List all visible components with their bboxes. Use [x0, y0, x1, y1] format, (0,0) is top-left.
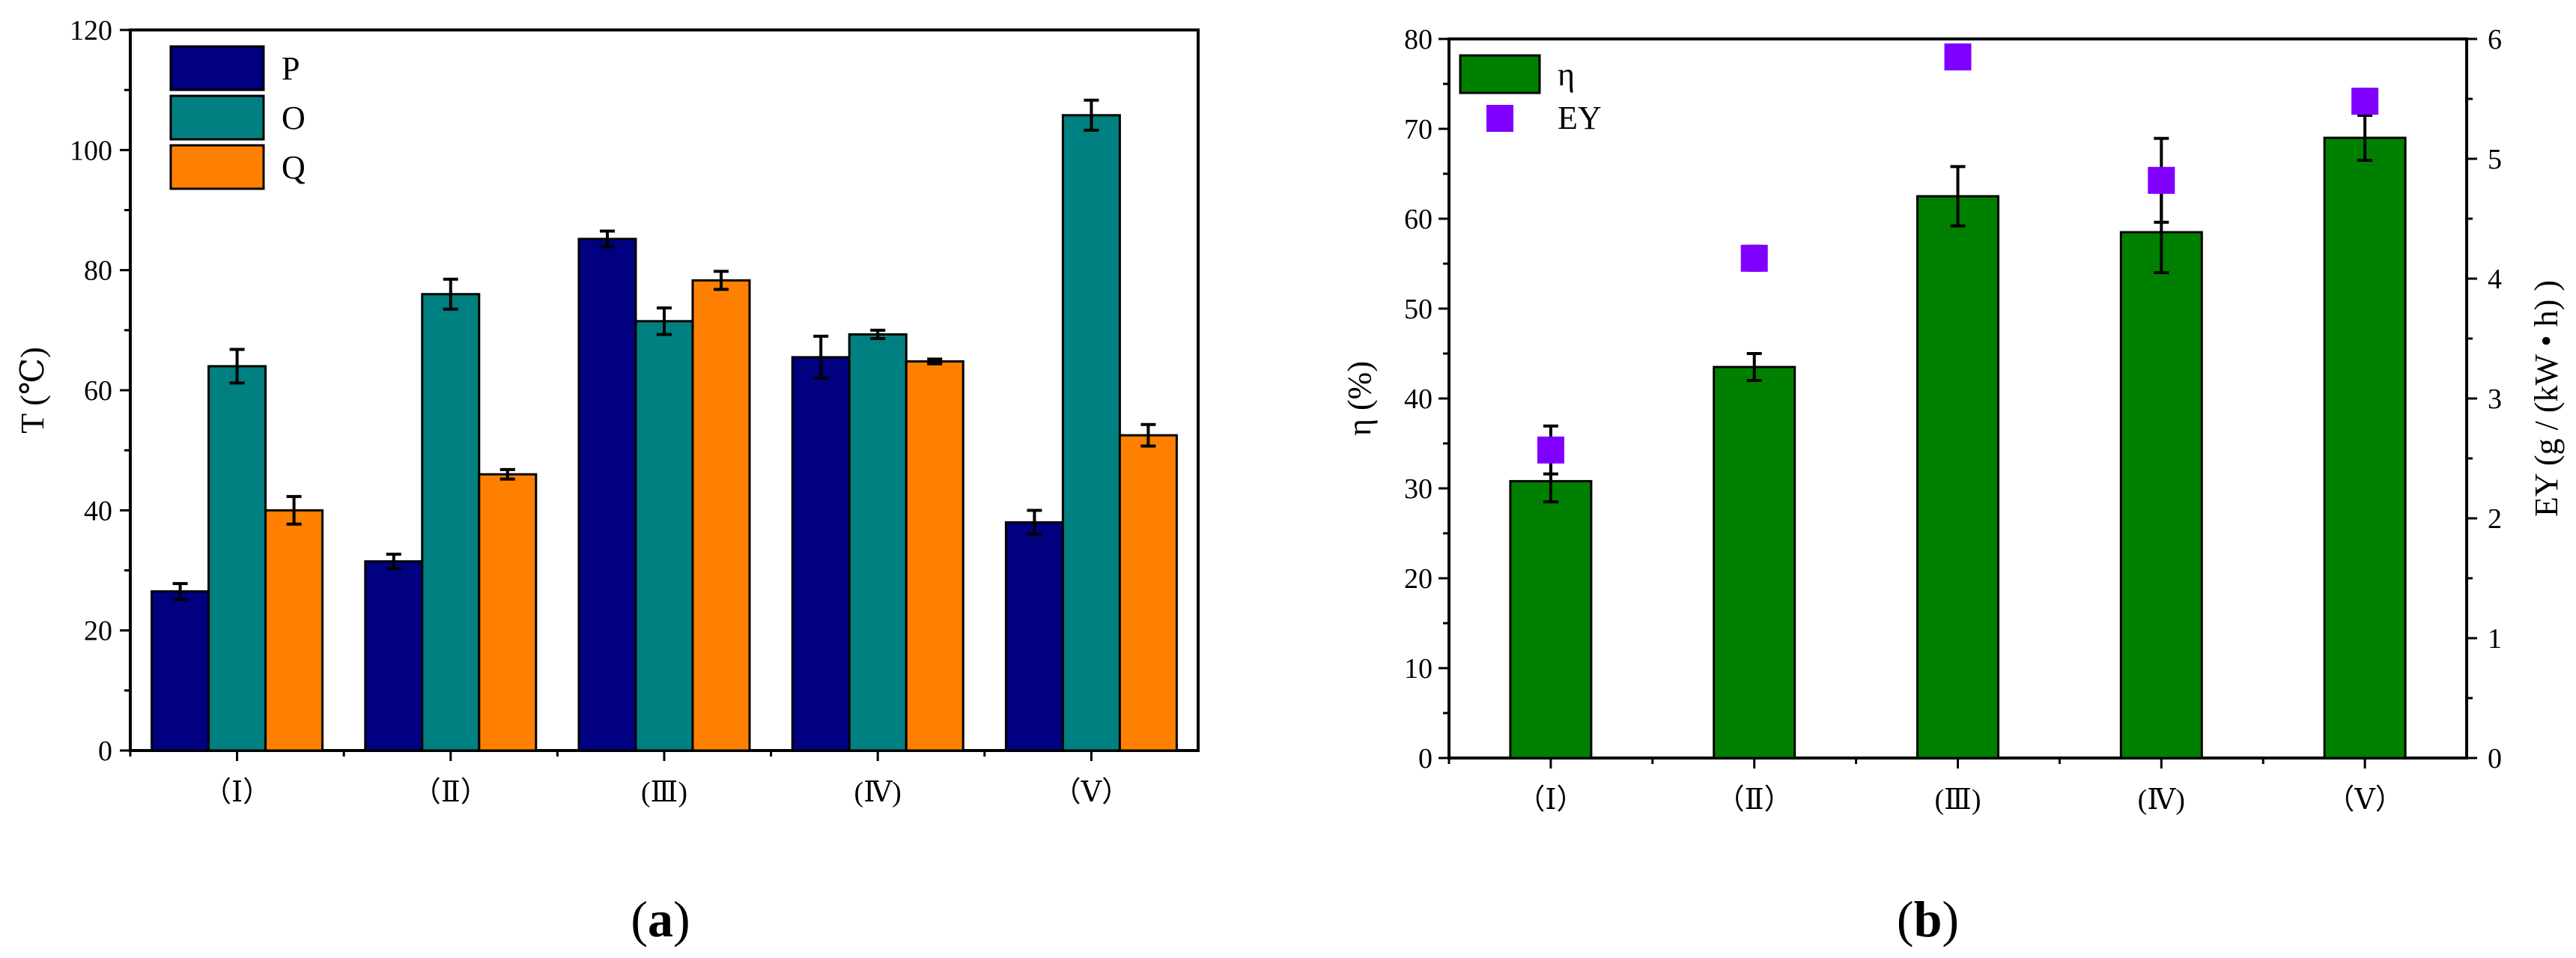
legend-swatch-P: [169, 45, 265, 91]
y-left-tick-label-b: 20: [1404, 563, 1433, 595]
bar-eta-3: [1916, 195, 1999, 760]
y-right-tick-label-b: 3: [2488, 383, 2502, 415]
legend-marker-ey: [1486, 105, 1513, 132]
y-right-tick-label-b: 5: [2488, 144, 2502, 175]
bar-Q-1: [264, 509, 324, 752]
bar-eta-4: [2119, 231, 2203, 760]
chart-panel-a: 0 20 40 60 80 100 120 （Ⅰ） （Ⅱ） (Ⅲ) (Ⅳ) （Ⅴ） T (℃) POQ (a…: [14, 15, 1200, 948]
y-right-tick-label-b: 6: [2488, 24, 2502, 55]
legend-label-eta: η: [1558, 56, 1575, 93]
bar-eta-1: [1509, 479, 1593, 760]
y-tick-label-a: 0: [98, 736, 112, 767]
bar-Q-3: [691, 279, 751, 752]
bar-O-4: [848, 333, 908, 752]
point-ey-4: [2148, 166, 2175, 194]
point-ey-3: [1944, 43, 1972, 70]
y-tick-label-a: 60: [84, 375, 112, 407]
bar-O-1: [207, 365, 267, 752]
y-tick-label-a: 40: [84, 495, 112, 527]
x-tick-label-a: (Ⅳ): [854, 777, 902, 808]
legend-label-ey: EY: [1558, 100, 1602, 136]
bar-Q-4: [905, 360, 965, 752]
y-right-tick-label-b: 4: [2488, 264, 2502, 295]
panel-label-b: (b): [1897, 891, 1959, 948]
bar-O-5: [1061, 114, 1121, 752]
x-tick-label-a: （Ⅱ）: [413, 777, 489, 808]
y-right-axis-title-b: EY (g / (kW • h) ): [2528, 280, 2565, 517]
x-tick-label-b: （Ⅴ）: [2326, 784, 2403, 816]
y-tick-label-a: 80: [84, 255, 112, 287]
y-tick-label-a: 100: [70, 135, 112, 166]
bar-Q-5: [1118, 434, 1178, 752]
y-right-tick-label-b: 2: [2488, 503, 2502, 535]
x-tick-label-a: （Ⅴ）: [1053, 777, 1130, 808]
y-left-tick-label-b: 40: [1404, 383, 1433, 415]
chart-panel-b: 0 10 20 30 40 50 60 70 80 0 1 2 3 4 5 6 （Ⅰ） （Ⅱ） (Ⅲ) (Ⅳ) （Ⅴ） η…: [1341, 24, 2565, 948]
point-ey-2: [1740, 244, 1768, 272]
y-left-tick-label-b: 50: [1404, 294, 1433, 325]
panel-label-letter-a: a: [648, 891, 673, 948]
bar-P-1: [151, 590, 210, 752]
x-tick-label-b: （Ⅰ）: [1516, 784, 1585, 816]
y-left-tick-label-b: 60: [1404, 204, 1433, 235]
x-tick-label-b: (Ⅳ): [2138, 784, 2185, 816]
y-right-tick-label-b: 0: [2488, 743, 2502, 774]
x-tick-label-a: (Ⅲ): [641, 777, 687, 808]
legend-label-Q: Q: [282, 149, 306, 186]
bar-P-3: [577, 237, 637, 752]
y-right-tick-label-b: 1: [2488, 623, 2502, 655]
panel-label-a: (a): [631, 891, 690, 948]
y-left-axis-title-b: η (%): [1341, 361, 1378, 436]
bar-P-4: [791, 356, 851, 752]
bar-Q-2: [478, 473, 538, 752]
y-left-tick-label-b: 30: [1404, 473, 1433, 505]
x-tick-label-b: (Ⅲ): [1935, 784, 1981, 816]
y-left-tick-label-b: 0: [1418, 743, 1433, 774]
point-ey-1: [1537, 436, 1564, 464]
y-left-tick-label-b: 80: [1404, 24, 1433, 55]
point-ey-5: [2351, 88, 2379, 115]
y-tick-label-a: 20: [84, 616, 112, 647]
bar-P-5: [1004, 521, 1064, 752]
bar-eta-2: [1713, 366, 1796, 760]
y-left-tick-label-b: 10: [1404, 653, 1433, 685]
legend-swatch-O: [169, 94, 265, 141]
y-axis-title-a: T (℃): [14, 347, 51, 434]
x-tick-label-a: （Ⅰ）: [203, 777, 271, 808]
y-left-tick-label-b: 70: [1404, 114, 1433, 145]
panel-label-letter-b: b: [1914, 891, 1942, 948]
bar-O-2: [421, 293, 481, 752]
x-tick-label-b: （Ⅱ）: [1716, 784, 1793, 816]
bar-P-2: [364, 560, 424, 752]
y-tick-label-a: 120: [70, 15, 112, 46]
legend-swatch-Q: [169, 144, 265, 190]
legend-swatch-eta: [1459, 54, 1541, 94]
legend-label-P: P: [282, 50, 300, 87]
legend-label-O: O: [282, 100, 306, 136]
bar-eta-5: [2323, 136, 2407, 760]
bar-O-3: [634, 320, 694, 752]
